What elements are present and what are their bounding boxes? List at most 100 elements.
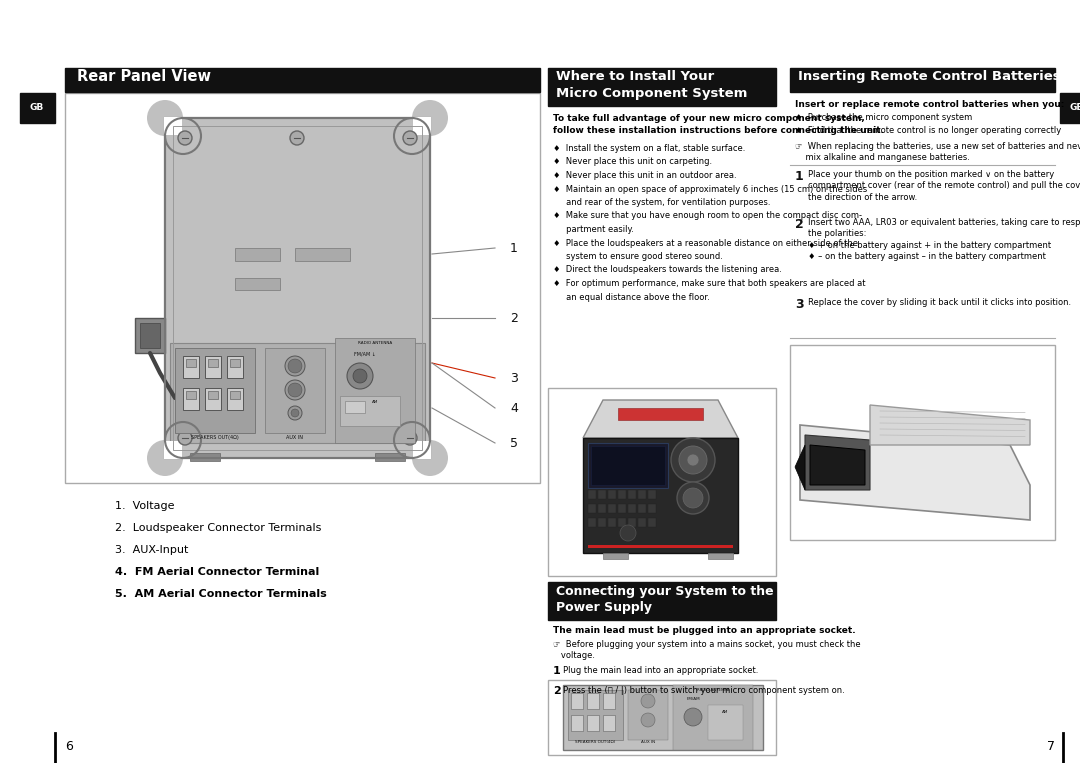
Circle shape [687,454,699,466]
Bar [548,582,777,620]
Circle shape [178,431,192,445]
Text: 1: 1 [510,242,518,255]
Bar [627,690,669,740]
Bar [638,518,646,527]
Bar [618,504,626,513]
Circle shape [411,100,448,136]
Text: Place your thumb on the position marked ∨ on the battery
compartment cover (rear: Place your thumb on the position marked … [808,170,1080,202]
Polygon shape [800,425,1030,520]
Circle shape [178,131,192,145]
Circle shape [288,359,302,373]
Bar [588,715,599,731]
Bar [413,117,431,135]
Text: 6: 6 [65,740,72,753]
Text: AUX IN: AUX IN [640,740,656,744]
Text: GB: GB [1070,104,1080,112]
Circle shape [353,369,367,383]
Circle shape [147,100,183,136]
Bar [603,553,627,559]
Polygon shape [805,435,870,490]
Bar [375,453,405,461]
Text: ♦  For optimum performance, make sure that both speakers are placed at: ♦ For optimum performance, make sure tha… [553,279,865,288]
Bar [65,68,540,92]
Bar [265,348,325,433]
Bar [627,518,636,527]
Bar [345,401,365,413]
Text: 5.  AM Aerial Connector Terminals: 5. AM Aerial Connector Terminals [114,589,327,599]
Bar [571,693,583,709]
Text: AM: AM [721,710,728,714]
Bar [186,391,195,399]
Text: 2: 2 [795,218,804,231]
Polygon shape [795,445,805,490]
Bar [571,715,583,731]
Circle shape [288,383,302,397]
Text: 3.  AUX-Input: 3. AUX-Input [114,545,188,555]
Circle shape [411,440,448,476]
Bar [1059,93,1080,123]
Bar [165,118,430,458]
Bar [208,359,218,367]
Text: ♦  Never place this unit on carpeting.: ♦ Never place this unit on carpeting. [553,157,712,166]
Bar [648,490,656,499]
Text: Insert two AAA, LR03 or equivalent batteries, taking care to respect
the polarit: Insert two AAA, LR03 or equivalent batte… [808,218,1080,262]
Bar [190,453,220,461]
Text: 1.  Voltage: 1. Voltage [114,501,175,511]
Text: Connecting your System to the
Power Supply: Connecting your System to the Power Supp… [556,585,773,614]
Bar [608,490,616,499]
Text: ♦  Purchase the micro component system: ♦ Purchase the micro component system [795,113,972,122]
Text: 2: 2 [553,686,561,696]
Text: and rear of the system, for ventilation purposes.: and rear of the system, for ventilation … [553,198,770,207]
Text: follow these installation instructions before connecting the unit.: follow these installation instructions b… [553,126,885,135]
Bar [235,278,280,290]
Text: SPEAKERS OUT(4Ω): SPEAKERS OUT(4Ω) [191,435,239,440]
Bar [183,356,199,378]
Polygon shape [870,405,1030,445]
Circle shape [642,713,654,727]
Circle shape [285,380,305,400]
Text: 1: 1 [553,666,561,676]
Text: To take full advantage of your new micro component system,: To take full advantage of your new micro… [553,114,865,123]
Circle shape [677,482,708,514]
Text: Inserting Remote Control Batteries: Inserting Remote Control Batteries [798,70,1061,83]
Bar [227,356,243,378]
Bar [205,356,221,378]
Bar [789,345,1055,540]
Bar [295,248,350,261]
Bar [673,685,753,750]
Text: 7: 7 [1047,740,1055,753]
Bar [170,343,426,443]
Bar [21,93,55,123]
Text: partment easily.: partment easily. [553,225,634,234]
Bar [230,391,240,399]
Text: GB: GB [30,104,44,112]
Polygon shape [583,400,738,438]
Text: FM/AM ↓: FM/AM ↓ [354,352,376,357]
Bar [648,504,656,513]
Circle shape [683,488,703,508]
Circle shape [285,356,305,376]
Text: Where to Install Your
Micro Component System: Where to Install Your Micro Component Sy… [556,70,747,99]
Text: Replace the cover by sliding it back until it clicks into position.: Replace the cover by sliding it back unt… [808,298,1071,307]
Bar [173,126,422,450]
Circle shape [620,525,636,541]
Bar [588,504,596,513]
Text: ♦  Make sure that you have enough room to open the compact disc com-: ♦ Make sure that you have enough room to… [553,211,862,221]
Text: RADIO ANTENNA: RADIO ANTENNA [357,341,392,345]
Text: 3: 3 [795,298,804,311]
Bar [164,441,183,459]
Bar [603,693,615,709]
Bar [413,441,431,459]
Circle shape [291,131,303,145]
Bar [175,348,255,433]
Bar [230,359,240,367]
Bar [588,490,596,499]
Text: 4.  FM Aerial Connector Terminal: 4. FM Aerial Connector Terminal [114,567,320,577]
Text: AM: AM [372,400,378,404]
Bar [568,690,623,740]
Bar [708,705,743,740]
Text: SPEAKERS OUT(4Ω): SPEAKERS OUT(4Ω) [575,740,616,744]
Bar [789,68,1055,92]
Bar [563,685,762,750]
Bar [588,518,596,527]
